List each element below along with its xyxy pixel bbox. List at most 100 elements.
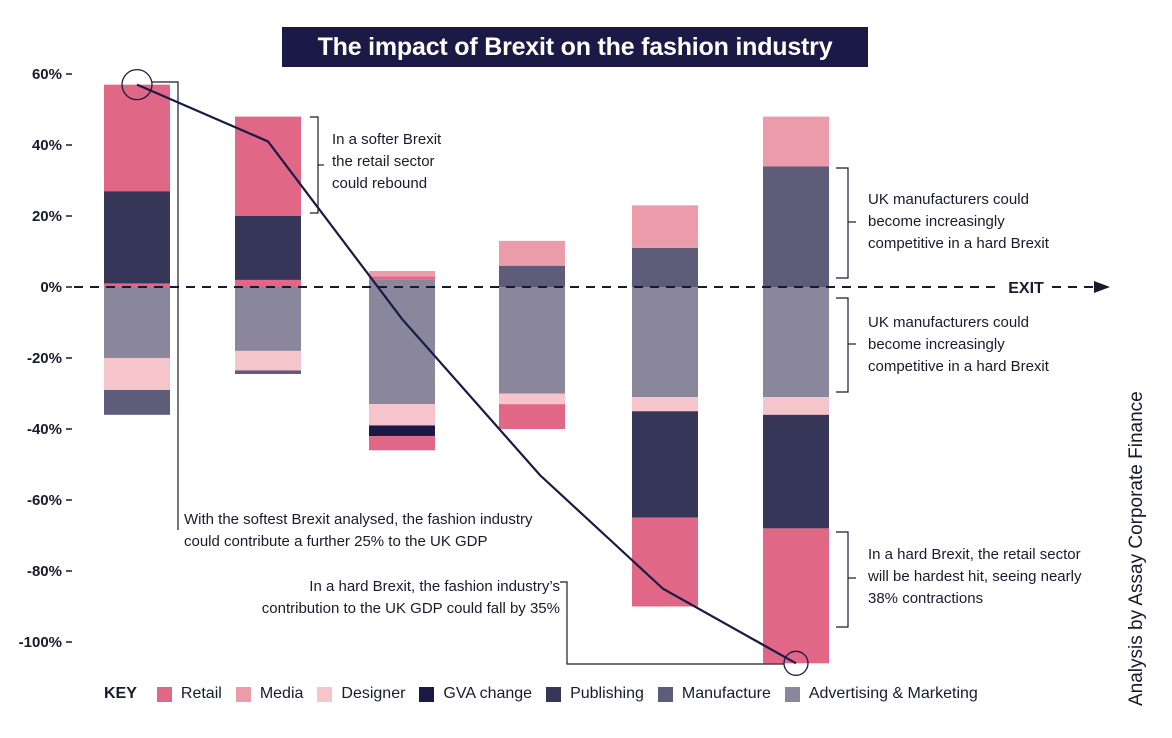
annotation-softer-retail: In a softer Brexit the retail sector could… — [332, 131, 442, 192]
legend-swatch — [317, 686, 333, 702]
legend-item: Designer — [317, 685, 405, 703]
legend-label: Manufacture — [681, 685, 771, 702]
annotation-softer-retail-line: could rebound — [332, 175, 427, 192]
annotation-manufacturers-bottom-line: become increasingly — [868, 336, 1005, 353]
bar-segment — [104, 191, 170, 284]
y-axis-ticks: 60% 40% 20% 0% -20% -40% -60% -80% -100% — [19, 66, 72, 651]
bar-segment — [763, 528, 829, 664]
legend-item: Publishing — [546, 685, 644, 703]
legend-swatch — [784, 686, 800, 702]
legend-item: Manufacture — [657, 685, 771, 703]
legend-label: Media — [259, 685, 304, 702]
exit-arrow — [1094, 281, 1110, 293]
legend: KEY Retail Media Designer GVA change Publish… — [104, 684, 992, 704]
annotations: In a softer Brexit the retail sector could… — [184, 131, 1082, 617]
bar-segment — [763, 287, 829, 398]
y-tick-label: 0% — [40, 279, 62, 296]
bar-segment — [104, 84, 170, 192]
bar-segment — [235, 370, 301, 374]
annotation-manufacturers-top: UK manufacturers could become increasingl… — [868, 191, 1050, 252]
bar-segment — [104, 283, 170, 287]
annotation-manufacturers-top-line: become increasingly — [868, 213, 1005, 230]
bar-segment — [632, 397, 698, 412]
legend-item: Advertising & Marketing — [784, 685, 978, 703]
legend-swatch — [546, 686, 562, 702]
annotation-manufacturers-bottom: UK manufacturers could become increasingl… — [868, 314, 1050, 375]
bracket-hard-retail — [836, 531, 849, 628]
bar-segment — [763, 116, 829, 167]
legend-key-label: KEY — [104, 685, 137, 702]
bar-segment — [235, 216, 301, 280]
bar-segment — [235, 116, 301, 216]
y-tick-label: -100% — [19, 634, 62, 651]
y-tick-label: 40% — [32, 137, 62, 154]
y-tick-label: -20% — [27, 350, 62, 367]
annotation-hard-retail: In a hard Brexit, the retail sector will … — [867, 546, 1082, 607]
y-tick-label: 60% — [32, 66, 62, 83]
annotation-softest-gdp: With the softest Brexit analysed, the fa… — [184, 511, 533, 550]
legend-swatch — [156, 686, 172, 702]
bar-segment — [104, 358, 170, 390]
y-tick-label: -40% — [27, 421, 62, 438]
bar-segment — [499, 265, 565, 287]
annotation-softer-retail-line: the retail sector — [332, 153, 435, 170]
bars — [104, 84, 829, 664]
annotation-manufacturers-top-line: competitive in a hard Brexit — [868, 235, 1050, 252]
exit-label: EXIT — [1008, 280, 1044, 297]
annotation-brackets — [152, 81, 856, 665]
legend-label: GVA change — [443, 685, 533, 702]
bar-segment — [499, 240, 565, 266]
annotation-manufacturers-top-line: UK manufacturers could — [868, 191, 1029, 208]
y-tick-label: -80% — [27, 563, 62, 580]
annotation-hard-gdp-line: In a hard Brexit, the fashion industry’s — [309, 578, 560, 595]
leader-hard — [560, 581, 784, 665]
legend-label: Retail — [180, 685, 222, 702]
bar-segment — [104, 389, 170, 415]
bar-segment — [369, 271, 435, 277]
bar-segment — [369, 436, 435, 451]
legend-label: Designer — [341, 685, 406, 702]
y-tick-label: -60% — [27, 492, 62, 509]
bar-segment — [369, 425, 435, 437]
bar-segment — [632, 247, 698, 287]
bar-segment — [763, 414, 829, 529]
annotation-hard-retail-line: 38% contractions — [868, 590, 983, 607]
bar-segment — [632, 205, 698, 248]
chart-title: The impact of Brexit on the fashion indu… — [282, 27, 868, 67]
annotation-hard-retail-line: will be hardest hit, seeing nearly — [867, 568, 1082, 585]
legend-swatch — [419, 686, 435, 702]
legend-item: GVA change — [419, 685, 532, 703]
annotation-hard-retail-line: In a hard Brexit, the retail sector — [868, 546, 1081, 563]
bar-segment — [632, 517, 698, 607]
bar-segment — [369, 287, 435, 405]
bar-segment — [104, 287, 170, 358]
annotation-softest-gdp-line: With the softest Brexit analysed, the fa… — [184, 511, 533, 528]
gva-line-path — [136, 83, 797, 665]
source-credit: Analysis by Assay Corporate Finance — [1126, 391, 1147, 706]
bar-segment — [499, 393, 565, 405]
y-tick-label: 20% — [32, 208, 62, 225]
annotation-manufacturers-bottom-line: UK manufacturers could — [868, 314, 1029, 331]
bracket-manufacturers-top — [836, 167, 849, 279]
bar-segment — [369, 404, 435, 426]
legend-item: Retail — [156, 685, 222, 703]
bar-segment — [632, 411, 698, 518]
softest-circle — [121, 69, 153, 101]
bar-segment — [235, 279, 301, 287]
hard-circle — [783, 650, 809, 676]
annotation-softer-retail-line: In a softer Brexit — [332, 131, 442, 148]
bar-segment — [235, 287, 301, 351]
bar-segment — [235, 350, 301, 371]
bar-segment — [499, 404, 565, 429]
annotation-softest-gdp-line: could contribute a further 25% to the UK… — [184, 533, 488, 550]
legend-label: Publishing — [570, 685, 644, 702]
bar-segment — [763, 397, 829, 415]
bar-segment — [369, 276, 435, 280]
bar-segment — [369, 279, 435, 287]
gva-line — [121, 69, 809, 676]
annotation-hard-gdp-line: contribution to the UK GDP could fall by… — [262, 600, 560, 617]
bracket-manufacturers-bottom — [836, 297, 849, 393]
bar-segment — [763, 166, 829, 287]
legend-swatch — [235, 686, 251, 702]
